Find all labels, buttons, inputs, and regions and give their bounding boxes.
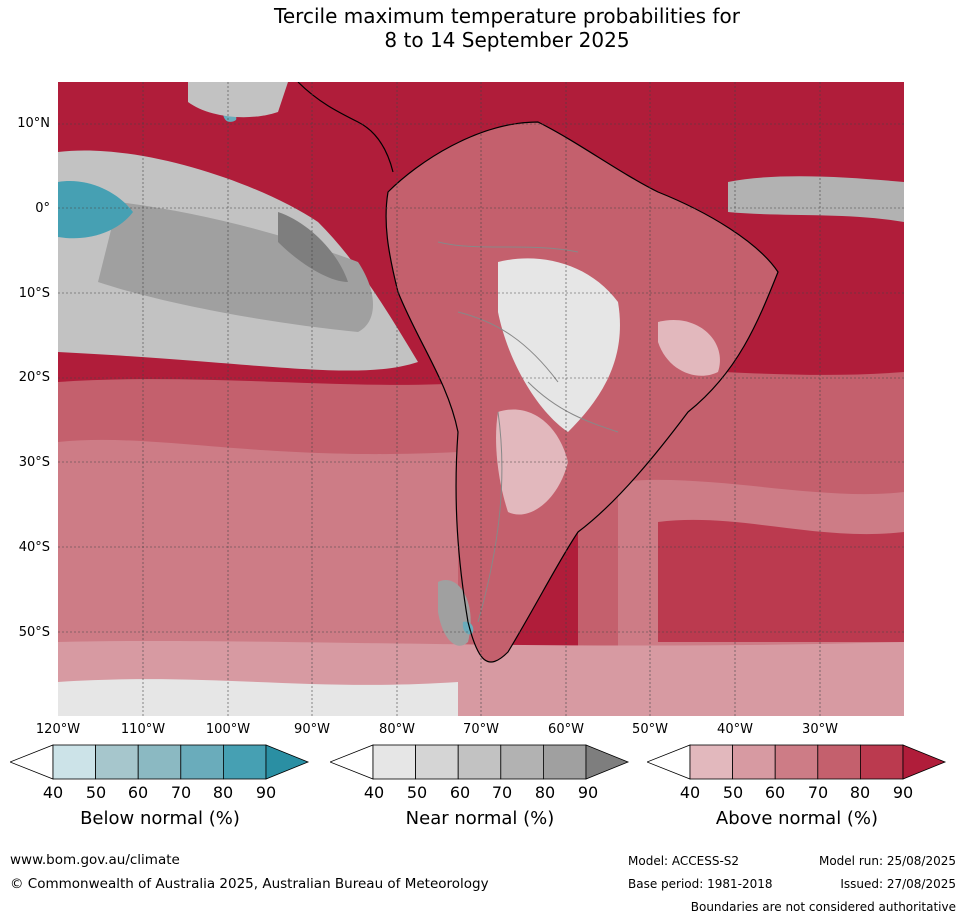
colorbar-swatch (95, 744, 139, 780)
caribbean-near-normal (188, 82, 288, 118)
tick-label: 80 (849, 783, 871, 802)
lat-label-10n: 10°N (17, 116, 50, 131)
title-line-2: 8 to 14 September 2025 (384, 28, 630, 52)
footer-model-run: Model run: 25/08/2025 (818, 854, 956, 868)
footer-url: www.bom.gov.au/climate (10, 852, 180, 868)
lon-label-120w: 120°W (35, 722, 81, 737)
colorbar-swatch (774, 744, 819, 780)
lon-label-50w: 50°W (632, 722, 668, 737)
colorbar-arrow-high (585, 744, 630, 780)
graticule (58, 82, 904, 716)
lat-label-10s: 10°S (18, 286, 50, 301)
map-title: Tercile maximum temperature probabilitie… (0, 4, 965, 52)
near-normal-colorbar (330, 744, 630, 780)
above-normal-title: Above normal (%) (715, 808, 879, 829)
patagonia-near-normal (438, 580, 471, 646)
title-line-1: Tercile maximum temperature probabilitie… (274, 4, 740, 28)
atlantic-near-normal-strip (728, 176, 904, 222)
colorbar-swatch (137, 744, 182, 780)
southern-ocean-near-normal (58, 679, 458, 716)
country-borders (437, 241, 619, 623)
lon-label-40w: 40°W (717, 722, 753, 737)
footer-model: Model: ACCESS-S2 (628, 854, 740, 868)
below-normal-patch-west (58, 181, 133, 239)
colorbar-swatch (500, 744, 544, 780)
argentina-north-region (496, 409, 568, 515)
colorbar-arrow-low (647, 744, 691, 780)
lon-label-70w: 70°W (463, 722, 499, 737)
tick-label: 60 (449, 783, 471, 802)
lon-label-100w: 100°W (205, 722, 251, 737)
lat-label-30s: 30°S (18, 455, 50, 470)
footer-issued: Issued: 27/08/2025 (840, 877, 956, 891)
south-america-coastline (385, 121, 779, 663)
footer-copyright: © Commonwealth of Australia 2025, Austra… (10, 876, 489, 892)
tick-label: 50 (406, 783, 428, 802)
tick-label: 90 (577, 783, 599, 802)
colorbar-swatch (180, 744, 224, 780)
tick-label: 40 (42, 783, 64, 802)
near-normal-title: Near normal (%) (405, 808, 555, 829)
colorbar-swatch (689, 744, 733, 780)
tick-label: 80 (534, 783, 556, 802)
colorbar-swatch (859, 744, 904, 780)
above-normal-colorbar (647, 744, 947, 780)
below-normal-title: Below normal (%) (80, 808, 240, 829)
tick-label: 70 (170, 783, 192, 802)
tick-label: 70 (807, 783, 829, 802)
colorbar-arrow-high (265, 744, 310, 780)
lat-label-0: 0° (35, 201, 50, 216)
lat-label-40s: 40°S (18, 540, 50, 555)
colorbar-swatch (542, 744, 587, 780)
brazil-east-region (658, 320, 720, 376)
lat-label-50s: 50°S (18, 625, 50, 640)
footer-disclaimer: Boundaries are not considered authoritat… (690, 900, 956, 914)
central-america-coastline (297, 82, 394, 173)
colorbar-arrow-low (10, 744, 54, 780)
tick-label: 50 (722, 783, 744, 802)
tick-label: 40 (363, 783, 385, 802)
colorbar-swatch (732, 744, 776, 780)
tick-label: 40 (679, 783, 701, 802)
lon-label-80w: 80°W (379, 722, 415, 737)
colorbar-arrow-high (902, 744, 947, 780)
footer-base-period: Base period: 1981-2018 (628, 877, 773, 891)
colorbar-swatch (372, 744, 416, 780)
tick-label: 70 (491, 783, 513, 802)
colorbar-swatch (52, 744, 96, 780)
colorbar-swatch (222, 744, 267, 780)
colorbar-swatch (457, 744, 502, 780)
tick-label: 60 (764, 783, 786, 802)
tick-label: 90 (892, 783, 914, 802)
tick-label: 80 (212, 783, 234, 802)
south-atlantic-warm-patch (658, 519, 904, 642)
pacific-near-normal-peak (278, 212, 348, 282)
pacific-near-normal-core (98, 202, 373, 332)
bolivia-paraguay-near-normal (498, 258, 620, 432)
probability-map (58, 82, 904, 716)
lon-label-110w: 110°W (120, 722, 166, 737)
below-normal-colorbar (10, 744, 310, 780)
colorbar-arrow-low (330, 744, 374, 780)
tick-label: 60 (127, 783, 149, 802)
lat-label-20s: 20°S (18, 370, 50, 385)
colorbar-swatch (415, 744, 459, 780)
colorbar-swatch (817, 744, 861, 780)
tick-label: 90 (255, 783, 277, 802)
lon-label-30w: 30°W (802, 722, 838, 737)
tick-label: 50 (85, 783, 107, 802)
lon-label-60w: 60°W (548, 722, 584, 737)
lon-label-90w: 90°W (294, 722, 330, 737)
